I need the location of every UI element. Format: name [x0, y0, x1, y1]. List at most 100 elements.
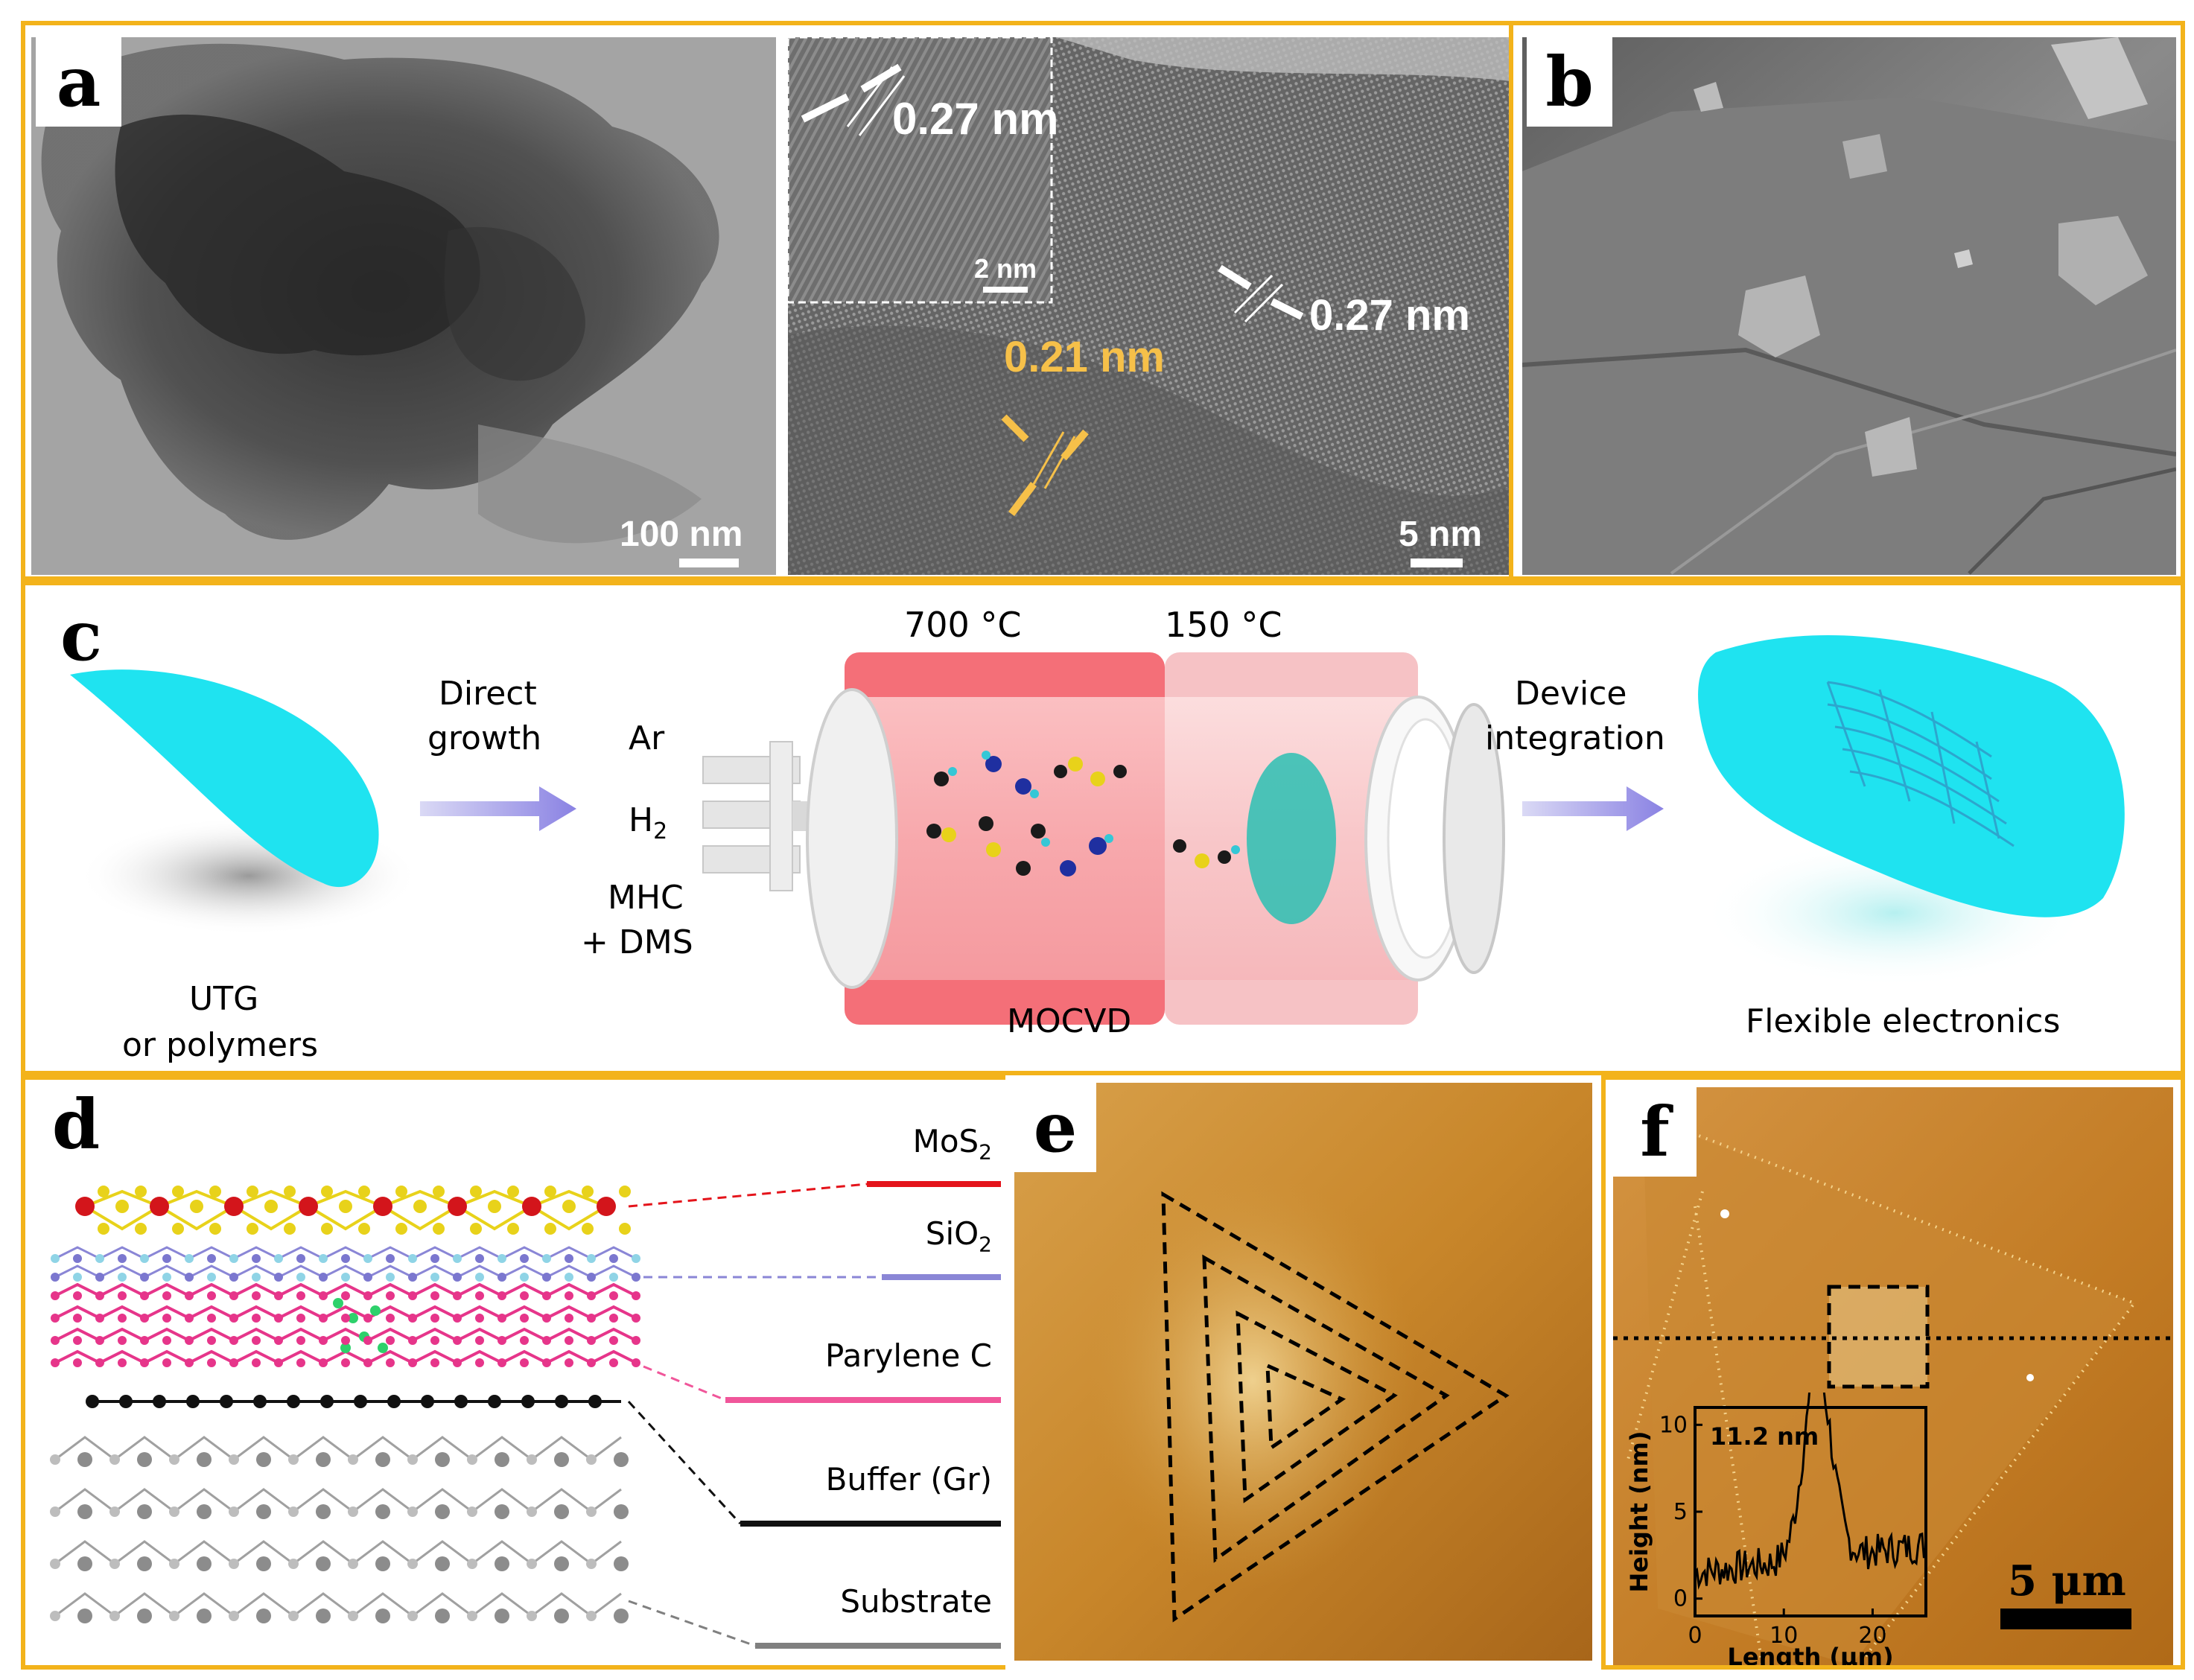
sio2-atom	[73, 1273, 82, 1282]
parylene-atom	[386, 1314, 395, 1323]
mos2-atom	[75, 1197, 95, 1216]
substrate-atom	[169, 1454, 179, 1465]
substrate-atom	[614, 1504, 629, 1519]
scale-bar-5um	[2000, 1609, 2131, 1629]
parylene-atom	[162, 1336, 171, 1345]
sio2-atom	[162, 1254, 171, 1263]
parylene-atom	[185, 1336, 194, 1345]
mos2-s-atom	[433, 1223, 445, 1235]
substrate-atom	[586, 1506, 597, 1517]
substrate-atom	[375, 1556, 390, 1571]
parylene-atom	[475, 1291, 484, 1300]
sio2-atom	[319, 1273, 328, 1282]
sio2-atom	[475, 1273, 484, 1282]
substrate-atom	[495, 1452, 509, 1467]
parylene-atom	[520, 1358, 529, 1367]
triangle-outlines-icon	[1161, 1191, 1510, 1623]
parylene-atom	[565, 1358, 573, 1367]
substrate-atom	[495, 1556, 509, 1571]
substrate-atom	[586, 1559, 597, 1569]
substrate-atom	[288, 1454, 299, 1465]
substrate-atom	[495, 1504, 509, 1519]
gas-label-mhc: MHC	[608, 879, 684, 917]
parylene-atom	[140, 1291, 149, 1300]
graphene-atom	[521, 1395, 535, 1408]
substrate-atom	[527, 1454, 537, 1465]
layer-label-sub: 2	[979, 1139, 992, 1165]
parylene-atom	[587, 1336, 596, 1345]
gas-label-h2-text: H	[629, 801, 654, 839]
layer-label-text: Substrate	[840, 1583, 992, 1620]
parylene-atom	[73, 1314, 82, 1323]
y-tick-label: 0	[1673, 1586, 1688, 1612]
hrtem-graphic	[788, 37, 1513, 575]
scale-bar-5nm	[1411, 559, 1463, 567]
graphene-atom	[454, 1395, 468, 1408]
parylene-atom	[565, 1314, 573, 1323]
graphene-atom	[253, 1395, 267, 1408]
mos2-atom	[488, 1200, 501, 1213]
precursor-molecules-icon	[926, 751, 1240, 876]
layer-stack-diagram	[54, 1181, 1001, 1649]
parylene-atom	[162, 1291, 171, 1300]
mos2-s-atom	[284, 1223, 296, 1235]
mos2-s-atom	[358, 1186, 370, 1197]
parylene-atom	[475, 1336, 484, 1345]
mos2-atom	[413, 1200, 427, 1213]
tube-end-cap-right	[1443, 703, 1505, 974]
substrate-atom	[554, 1452, 569, 1467]
sio2-atom	[520, 1273, 529, 1282]
parylene-atom	[73, 1336, 82, 1345]
parylene-atom	[296, 1291, 305, 1300]
parylene-atom	[453, 1336, 462, 1345]
direct-growth-label-1: Direct	[439, 675, 537, 713]
substrate-layer-icon	[54, 1436, 622, 1617]
substrate-atom	[197, 1452, 212, 1467]
parylene-atom	[430, 1314, 439, 1323]
layer-label-text: MoS	[912, 1123, 979, 1159]
layer-label-0: MoS2	[913, 1123, 992, 1164]
spacing-label-yellow: 0.21 nm	[1004, 333, 1165, 381]
sio2-atom	[475, 1254, 484, 1263]
substrate-atom	[229, 1506, 239, 1517]
substrate-atom	[435, 1504, 450, 1519]
substrate-atom	[407, 1611, 418, 1621]
mos2-s-atom	[98, 1186, 109, 1197]
afm-image-e: e	[1014, 1083, 1592, 1661]
substrate-atom	[50, 1506, 60, 1517]
parylene-atom	[95, 1358, 104, 1367]
graphene-atom	[220, 1395, 233, 1408]
sio2-atom	[274, 1273, 283, 1282]
parylene-atom	[51, 1314, 60, 1323]
substrate-atom	[348, 1506, 358, 1517]
x-tick-label: 10	[1769, 1623, 1798, 1649]
mos2-s-atom	[98, 1223, 109, 1235]
substrate-atom	[316, 1609, 331, 1623]
sio2-atom	[207, 1254, 216, 1263]
graphene-atom	[588, 1395, 602, 1408]
device-array-icon	[1826, 681, 2015, 847]
sio2-atom	[386, 1273, 395, 1282]
parylene-atom	[363, 1314, 372, 1323]
sio2-atom	[51, 1273, 60, 1282]
mos2-s-atom	[209, 1186, 221, 1197]
y-axis-label: Height (nm)	[1628, 1431, 1653, 1593]
wafer-icon	[1247, 753, 1336, 924]
parylene-atom	[386, 1291, 395, 1300]
parylene-atom	[319, 1291, 328, 1300]
substrate-atom	[435, 1452, 450, 1467]
substrate-label-1: UTG	[189, 980, 259, 1018]
parylene-atom	[408, 1314, 417, 1323]
parylene-atom	[565, 1291, 573, 1300]
sio2-atom	[430, 1254, 439, 1263]
parylene-atom	[162, 1358, 171, 1367]
substrate-atom	[407, 1454, 418, 1465]
substrate-atom	[256, 1504, 271, 1519]
parylene-atom	[252, 1336, 261, 1345]
parylene-atom	[497, 1291, 506, 1300]
substrate-atom	[229, 1454, 239, 1465]
sio2-atom	[51, 1254, 60, 1263]
mos2-s-atom	[172, 1186, 184, 1197]
graphene-atom	[287, 1395, 300, 1408]
